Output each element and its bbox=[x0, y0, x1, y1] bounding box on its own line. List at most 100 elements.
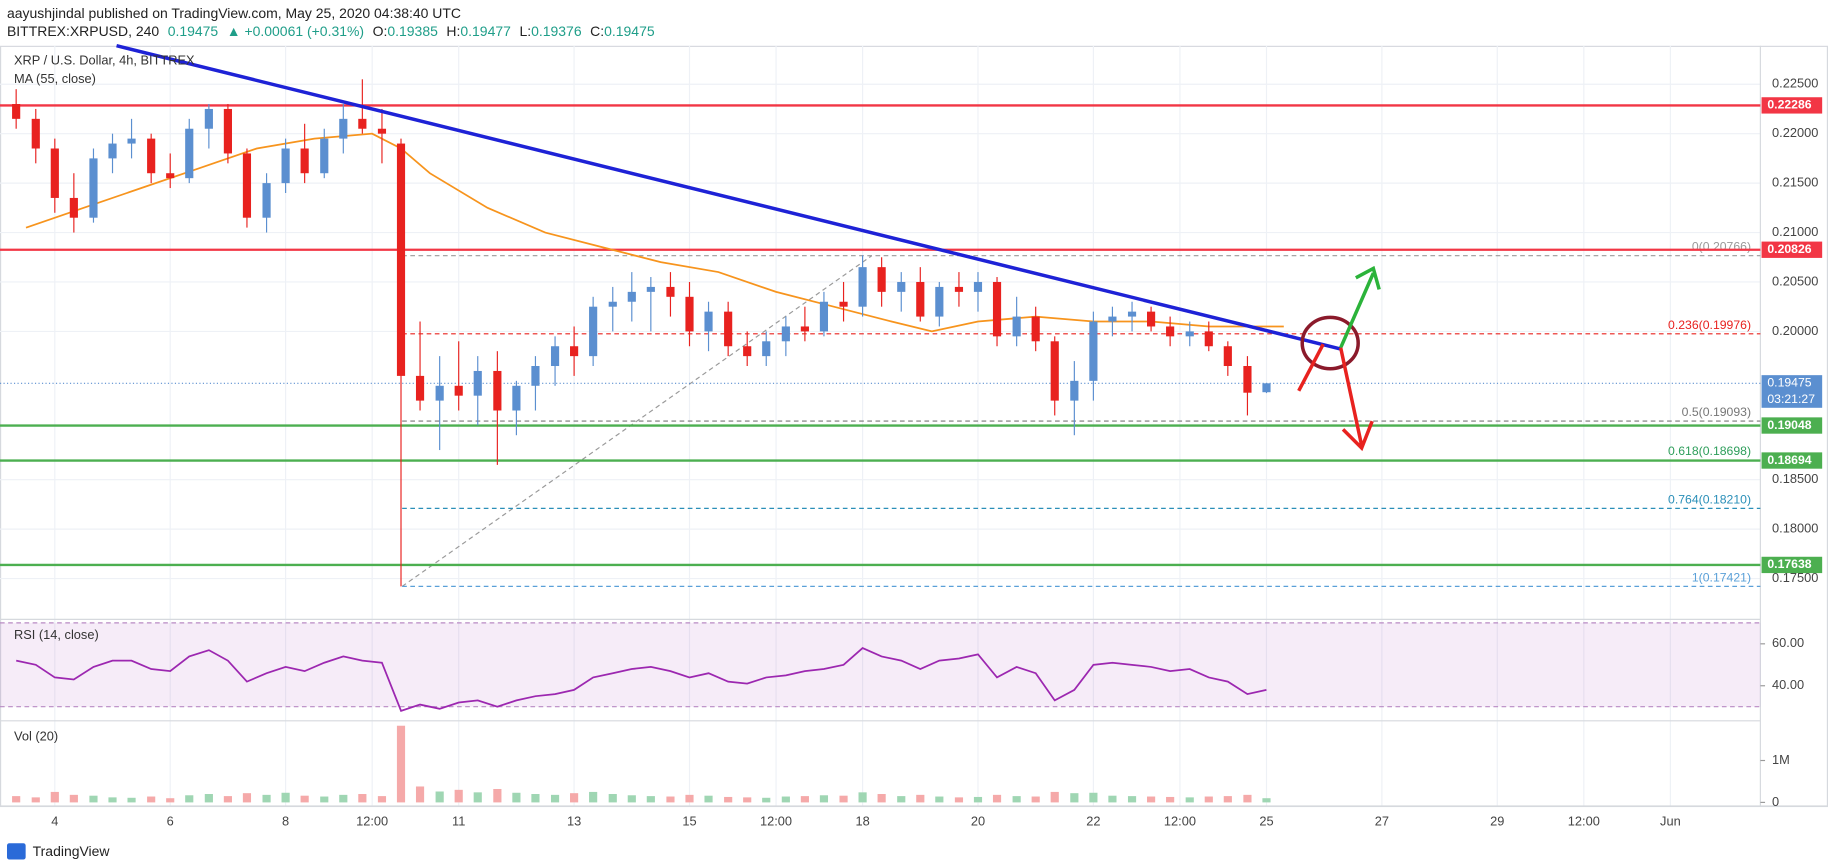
volume-bar bbox=[1127, 796, 1137, 803]
volume-bar bbox=[108, 797, 117, 803]
candle-body bbox=[858, 267, 867, 307]
green-arrow bbox=[1339, 265, 1381, 349]
y-tick-label: 0.18000 bbox=[1772, 521, 1818, 536]
x-tick-label: 12:00 bbox=[1568, 814, 1600, 829]
volume-bar bbox=[320, 796, 329, 803]
candle-body bbox=[185, 128, 194, 179]
y-tick-label: 0.22500 bbox=[1772, 76, 1818, 91]
volume-bar bbox=[1147, 796, 1156, 803]
candle-body bbox=[358, 118, 367, 129]
volume-bar bbox=[1089, 792, 1098, 803]
volume-bar bbox=[781, 796, 790, 803]
fib-label: 0.5(0.19093) bbox=[1682, 405, 1751, 419]
volume-bar bbox=[819, 795, 829, 803]
volume-bar bbox=[589, 791, 598, 803]
volume-bar bbox=[1031, 796, 1040, 803]
volume-bar bbox=[724, 796, 733, 803]
candle-body bbox=[415, 375, 425, 401]
candle-body bbox=[1031, 316, 1040, 342]
volume-bar bbox=[1166, 796, 1175, 803]
volume-bar bbox=[570, 793, 579, 803]
x-tick-label: 20 bbox=[971, 814, 985, 829]
volume-bar bbox=[1012, 796, 1021, 803]
x-tick-label: 4 bbox=[51, 814, 58, 829]
x-tick-label: 8 bbox=[282, 814, 289, 829]
y-tick-label: 0.18500 bbox=[1772, 471, 1818, 486]
candle-body bbox=[916, 281, 925, 317]
candle-body bbox=[531, 366, 540, 386]
candle-body bbox=[935, 286, 944, 317]
volume-bar bbox=[1185, 797, 1194, 803]
fib-label: 0(0.20766) bbox=[1692, 240, 1751, 254]
candle-body bbox=[242, 153, 252, 218]
l-label: L: bbox=[519, 22, 531, 38]
volume-bar bbox=[396, 725, 406, 803]
volume-bar bbox=[281, 792, 290, 803]
x-tick-label: 25 bbox=[1259, 814, 1273, 829]
candle-body bbox=[454, 385, 463, 396]
candle-body bbox=[608, 301, 617, 307]
symbol-line: BITTREX:XRPUSD, 240 0.19475 ▲ +0.00061 (… bbox=[7, 22, 655, 38]
ma-label: MA (55, close) bbox=[14, 71, 96, 86]
volume-bar bbox=[1204, 796, 1213, 803]
x-tick-label: 18 bbox=[855, 814, 869, 829]
l-value: 0.19376 bbox=[531, 22, 582, 38]
c-label: C: bbox=[590, 22, 604, 38]
candle-body bbox=[1089, 321, 1098, 381]
volume-bar bbox=[839, 795, 848, 803]
volume-bar bbox=[646, 796, 655, 803]
rsi-tick-label: 60.00 bbox=[1772, 635, 1804, 650]
candle-body bbox=[1012, 316, 1021, 337]
volume-bar bbox=[147, 796, 156, 803]
candle-body bbox=[819, 301, 829, 332]
volume-bar bbox=[358, 794, 367, 803]
volume-bar bbox=[377, 796, 387, 803]
o-value: 0.19385 bbox=[387, 22, 438, 38]
y-tick-label: 0.21000 bbox=[1772, 224, 1818, 239]
candle-body bbox=[743, 346, 752, 357]
volume-bar bbox=[992, 794, 1002, 803]
volume-bar bbox=[897, 796, 906, 803]
x-tick-label: 11 bbox=[452, 814, 465, 829]
candle-body bbox=[262, 183, 271, 218]
y-tick-label: 0.20500 bbox=[1772, 273, 1818, 288]
candle-body bbox=[627, 291, 636, 302]
candle-body bbox=[762, 341, 771, 357]
level-tag-label: 0.17638 bbox=[1767, 557, 1811, 571]
candle-body bbox=[396, 143, 406, 376]
level-tag-label: 0.19048 bbox=[1767, 418, 1811, 432]
candle-body bbox=[204, 108, 213, 129]
candle-body bbox=[320, 138, 329, 174]
volume-bar bbox=[1050, 791, 1059, 803]
volume-bar bbox=[512, 792, 521, 803]
candle-body bbox=[493, 370, 502, 411]
x-tick-label: 12:00 bbox=[356, 814, 388, 829]
level-tag bbox=[1761, 97, 1823, 114]
candle-body bbox=[281, 148, 290, 184]
volume-bar bbox=[877, 794, 886, 803]
candle-body bbox=[300, 148, 309, 174]
candle-body bbox=[1243, 366, 1252, 393]
candle-body bbox=[646, 286, 655, 292]
volume-bar bbox=[166, 798, 175, 803]
publisher: aayushjindal published on TradingView.co… bbox=[7, 5, 461, 21]
volume-bar bbox=[916, 794, 925, 803]
candle-body bbox=[223, 108, 232, 154]
candle-body bbox=[704, 311, 713, 332]
candle-body bbox=[877, 267, 886, 292]
volume-bar bbox=[800, 796, 809, 803]
volume-bar bbox=[50, 791, 59, 803]
candle-body bbox=[89, 158, 98, 218]
candle-body bbox=[147, 138, 156, 174]
volume-bar bbox=[204, 794, 213, 803]
candle-body bbox=[127, 138, 136, 144]
volume-bar bbox=[935, 796, 944, 803]
volume-bar bbox=[473, 792, 482, 803]
x-tick-label: Jun bbox=[1660, 814, 1681, 829]
volume-bar bbox=[858, 792, 867, 803]
rsi-label: RSI (14, close) bbox=[14, 627, 99, 642]
candle-body bbox=[897, 281, 906, 292]
vol-tick-label: 1M bbox=[1772, 752, 1790, 767]
vol-tick-label: 0 bbox=[1772, 794, 1779, 809]
candle-body bbox=[377, 128, 387, 134]
